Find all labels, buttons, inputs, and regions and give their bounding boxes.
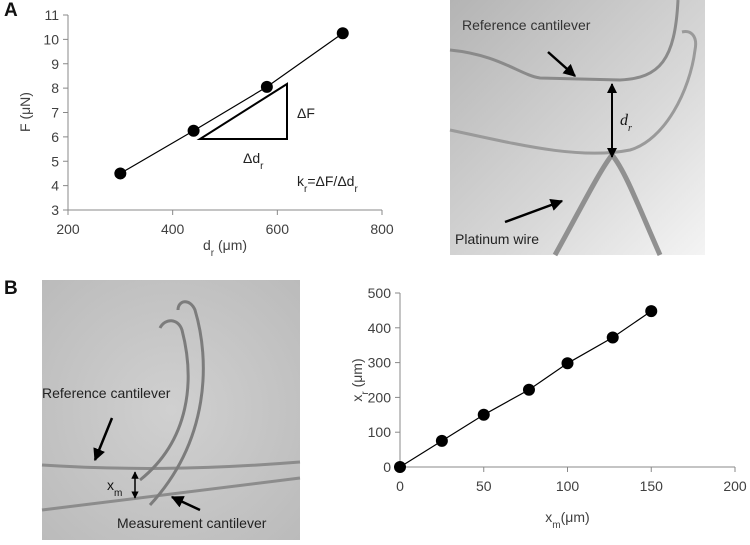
data-point (394, 461, 406, 473)
x-tick-label: 800 (370, 221, 394, 237)
text-part: k (297, 173, 305, 189)
text-part: Platinum wire (455, 231, 539, 247)
y-tick-label: 9 (51, 56, 59, 72)
y-tick-label: 6 (51, 129, 59, 145)
data-point (477, 408, 490, 421)
x-tick-label: 200 (723, 478, 747, 494)
subscript: m (552, 520, 560, 531)
subscript: r (304, 184, 308, 195)
data-point (561, 357, 574, 370)
data-point (336, 27, 349, 40)
subscript: r (360, 391, 371, 395)
text-part: (μm) (214, 237, 247, 253)
x-axis-label: xm(μm) (545, 509, 589, 531)
data-point (606, 331, 619, 344)
photo-label: Reference cantilever (42, 385, 171, 401)
delta-triangle (196, 82, 288, 140)
y-tick-label: 400 (368, 320, 392, 336)
text-part: x (545, 509, 552, 525)
data-point (187, 124, 200, 137)
y-tick-label: 100 (368, 424, 392, 440)
annotation: Δdr (243, 150, 264, 172)
photo-label: dr (620, 112, 632, 134)
photo-a: Reference cantilever dr Platinum wire (449, 0, 705, 257)
photo-label: Measurement cantilever (117, 515, 267, 531)
y-tick-label: 11 (44, 7, 59, 23)
data-point (435, 434, 448, 447)
subscript: r (260, 161, 264, 172)
text-part: x (107, 477, 114, 493)
y-tick-label: 500 (368, 285, 392, 301)
x-axis-label: dr (μm) (203, 237, 247, 259)
y-tick-label: 5 (51, 153, 59, 169)
y-tick-label: 10 (43, 31, 59, 47)
x-tick-label: 200 (56, 221, 80, 237)
text-part: d (620, 112, 629, 129)
x-tick-label: 100 (556, 478, 580, 494)
subscript: m (114, 488, 122, 499)
text-part: x (349, 395, 365, 402)
y-tick-label: 300 (368, 355, 392, 371)
data-point (522, 383, 535, 396)
x-tick-label: 150 (640, 478, 664, 494)
photo-label: Platinum wire (455, 231, 539, 247)
data-point (114, 167, 127, 180)
text-part: (μm) (561, 509, 590, 525)
data-point (645, 305, 658, 318)
text-part: =ΔF/Δd (307, 173, 354, 189)
text-part: Reference cantilever (462, 17, 591, 33)
x-tick-label: 0 (396, 478, 404, 494)
text-part: Measurement cantilever (117, 515, 267, 531)
subscript: r (628, 123, 632, 134)
y-tick-label: 200 (368, 389, 392, 405)
photo-label: xm (107, 477, 122, 499)
text-part: d (203, 237, 211, 253)
text-part: ΔF (297, 105, 315, 121)
subscript: r (211, 248, 215, 259)
photo-label: Reference cantilever (462, 17, 591, 33)
y-axis-label: F (μN) (17, 92, 33, 132)
y-tick-label: 4 (51, 178, 59, 194)
y-tick-label: 8 (51, 80, 59, 96)
y-tick-label: 7 (51, 105, 59, 121)
y-tick-label: 3 (51, 202, 59, 218)
y-axis-label: xr (μm) (349, 358, 371, 401)
panel-label: B (4, 278, 18, 299)
subscript: r (354, 184, 358, 195)
text-part: (μm) (349, 358, 365, 391)
x-tick-label: 50 (476, 478, 492, 494)
panel-label: A (4, 0, 18, 21)
photo-b: Reference cantilever xm Measurement cant… (41, 280, 301, 540)
annotation: ΔF (297, 105, 315, 121)
fit-line (120, 32, 344, 174)
annotation: kr=ΔF/Δdr (297, 173, 358, 195)
data-point (260, 80, 273, 93)
y-tick-label: 0 (383, 459, 391, 475)
x-tick-label: 400 (161, 221, 185, 237)
x-tick-label: 600 (266, 221, 290, 237)
text-part: Δd (243, 150, 260, 166)
text-part: Reference cantilever (42, 385, 171, 401)
